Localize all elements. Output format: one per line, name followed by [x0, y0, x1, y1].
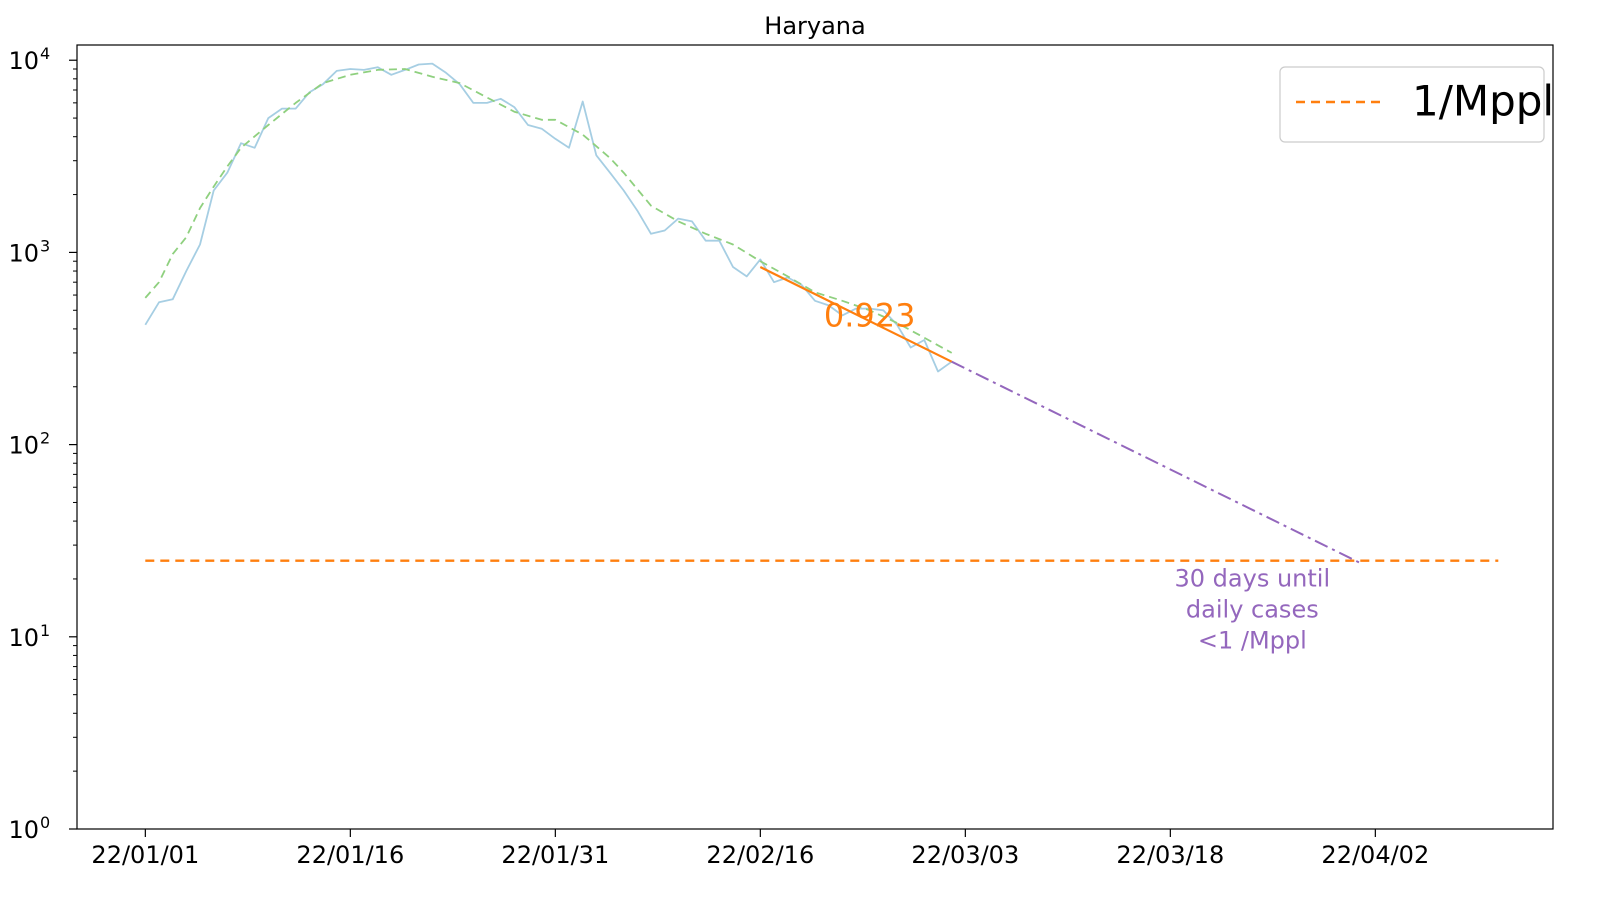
series-projection-line [951, 360, 1363, 565]
series-smoothed-line [144, 68, 953, 354]
x-tick-label: 22/03/18 [1116, 841, 1224, 869]
x-tick-label: 22/02/16 [706, 841, 814, 869]
legend: 1/Mppl [1279, 66, 1554, 143]
y-tick-label: 10 [8, 816, 39, 844]
y-tick-label: 10 [8, 624, 39, 652]
legend-label: 1/Mppl [1412, 77, 1554, 126]
chart-title: Haryana [764, 12, 865, 40]
annotation-layer: 0.923 30 days until daily cases <1 /Mppl [824, 296, 1330, 654]
x-tick-label: 22/01/31 [501, 841, 609, 869]
slope-label: 0.923 [824, 296, 916, 334]
y-tick-exponent: 4 [40, 44, 50, 63]
plot-frame [76, 44, 1554, 830]
x-tick-label: 22/01/01 [91, 841, 199, 869]
series-layer [144, 62, 1499, 565]
y-tick-label: 10 [8, 239, 39, 267]
projection-note-line: 30 days until [1175, 565, 1331, 593]
y-tick-label: 10 [8, 432, 39, 460]
y-tick-exponent: 0 [40, 813, 50, 832]
x-axis: 22/01/01 22/01/16 22/01/31 22/02/16 22/03/03… [91, 829, 1429, 869]
series-daily-line [144, 62, 953, 373]
y-tick-exponent: 1 [40, 621, 50, 640]
series-fit-line [759, 266, 953, 363]
x-tick-label: 22/04/02 [1321, 841, 1429, 869]
legend-box [1279, 66, 1545, 143]
x-tick-label: 22/01/16 [296, 841, 404, 869]
projection-note-line: daily cases [1186, 596, 1319, 624]
x-tick-label: 22/03/03 [911, 841, 1019, 869]
y-tick-label: 10 [8, 47, 39, 75]
y-tick-exponent: 2 [40, 429, 50, 448]
y-tick-exponent: 3 [40, 236, 50, 255]
projection-note-line: <1 /Mppl [1198, 627, 1307, 655]
